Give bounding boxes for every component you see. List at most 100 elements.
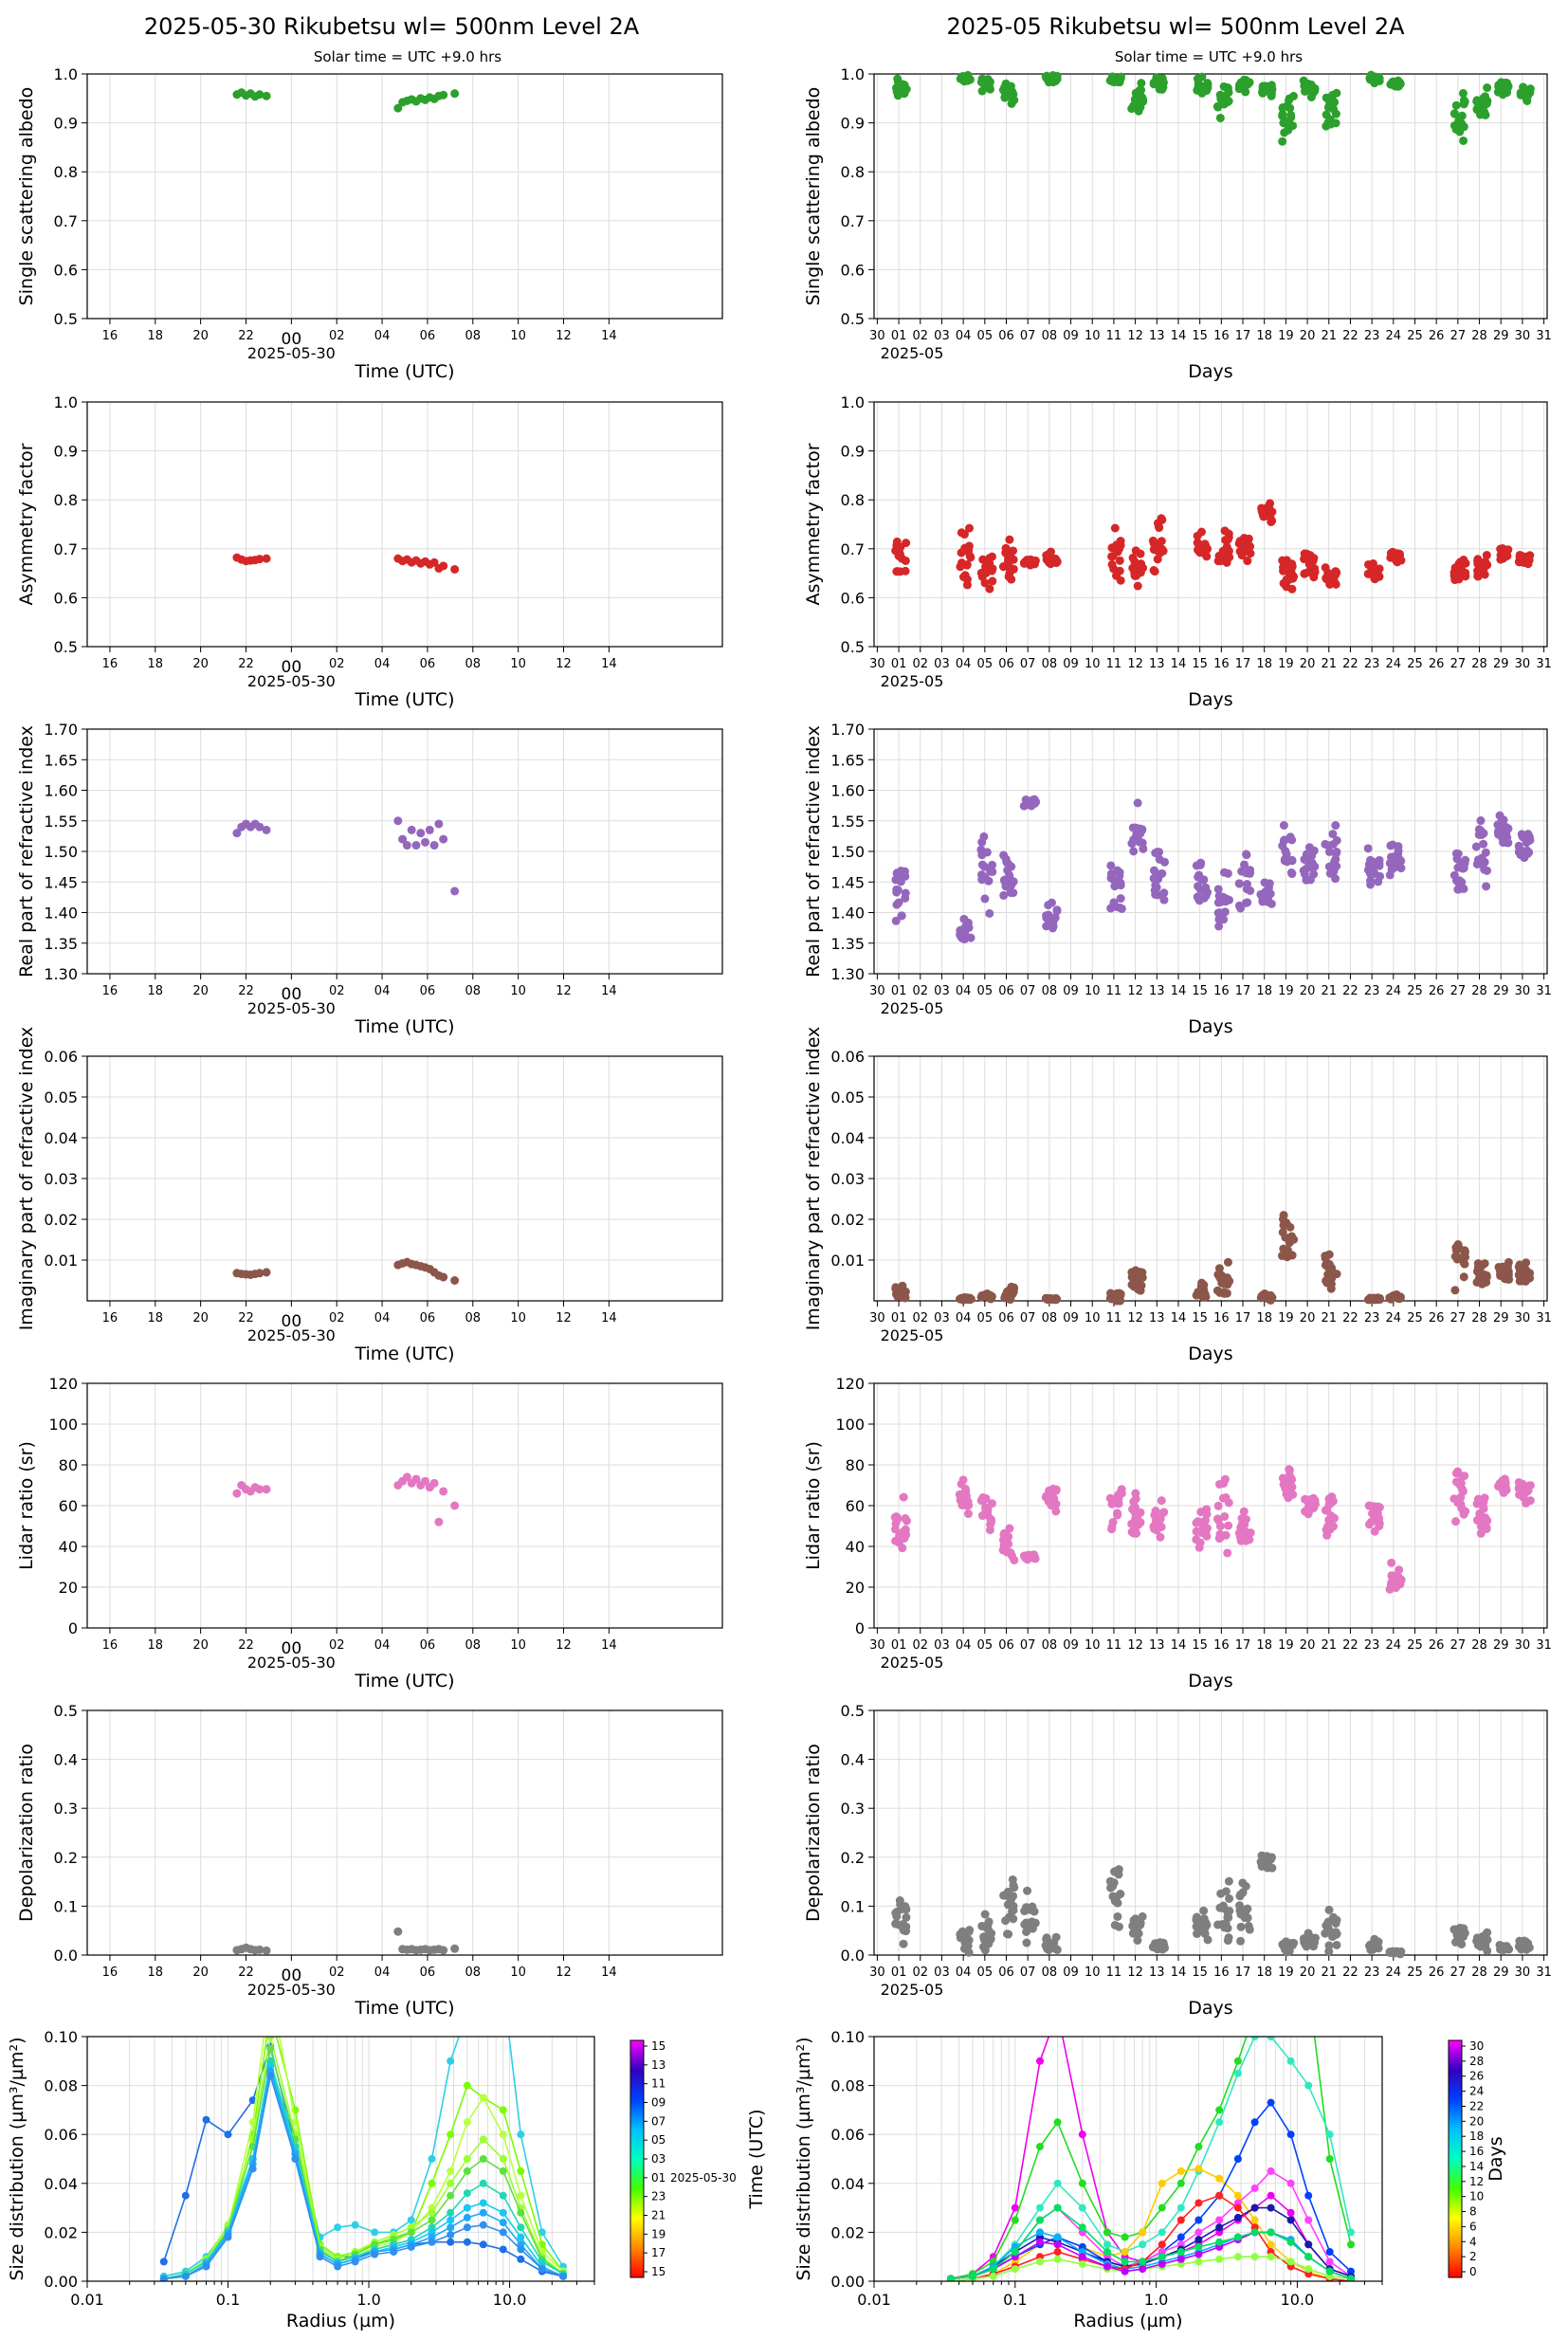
series-point: [1250, 2037, 1259, 2040]
xtick-label: 07: [1020, 1638, 1036, 1653]
xtick-label: 04: [956, 329, 972, 343]
data-point: [1480, 107, 1489, 117]
xtick-label: 16: [1213, 1311, 1230, 1325]
data-point: [1363, 569, 1373, 578]
data-point: [1282, 1487, 1291, 1496]
data-point: [1134, 1285, 1143, 1294]
y-axis-label: Depolarization ratio: [16, 1744, 37, 1922]
data-point: [1152, 1521, 1161, 1530]
x-axis-label: Days: [1188, 1671, 1232, 1691]
data-point: [1257, 1861, 1267, 1871]
data-point: [1025, 1552, 1034, 1562]
data-point: [1502, 1486, 1511, 1495]
data-point: [439, 1946, 448, 1955]
data-point: [1151, 849, 1160, 858]
xtick-label: 30: [1515, 1638, 1531, 1653]
ytick-label: 0.1: [54, 1897, 78, 1915]
data-point: [1030, 556, 1040, 565]
series-point: [1325, 2258, 1334, 2266]
right-panel-2: 1.30 1.35 1.40 1.45 1.50 1.55 1.60 1.65 1.70 30 01…: [803, 721, 1552, 1037]
xtick-label: 18: [1256, 1965, 1272, 1980]
series-point: [1194, 2250, 1203, 2258]
data-point: [1020, 1907, 1030, 1916]
data-point: [1309, 554, 1319, 563]
series-point: [447, 2208, 455, 2217]
data-point: [957, 558, 966, 568]
data-point: [1149, 545, 1158, 555]
xtick-label: 10: [510, 1311, 526, 1325]
xtick-label: 10: [1085, 1311, 1101, 1325]
xtick-label: 01: [891, 984, 907, 998]
data-point: [1304, 559, 1314, 569]
data-point: [1280, 835, 1289, 845]
data-point: [232, 829, 242, 838]
data-point: [450, 89, 460, 99]
ytick-label: 1.70: [44, 721, 78, 739]
data-point: [1213, 1920, 1223, 1929]
data-point: [1215, 1522, 1225, 1531]
series-point: [316, 2253, 324, 2261]
data-point: [1476, 816, 1486, 826]
data-point: [439, 90, 448, 100]
xtick-label: 12: [556, 1638, 572, 1653]
data-point: [1395, 1575, 1405, 1584]
data-point: [891, 875, 901, 885]
data-point: [429, 558, 439, 567]
data-point: [1321, 1929, 1330, 1938]
data-point: [901, 893, 910, 903]
ytick-label: 0.6: [54, 261, 78, 279]
data-point: [1395, 1294, 1404, 1304]
data-point: [1388, 840, 1397, 850]
ytick-label: 40: [846, 1538, 865, 1556]
data-point: [957, 528, 966, 538]
series-point: [1176, 2203, 1185, 2212]
data-point: [1223, 83, 1232, 93]
data-point: [1453, 863, 1463, 872]
data-point: [1241, 1881, 1250, 1891]
data-point: [1115, 544, 1124, 554]
series-point: [1251, 2008, 1259, 2016]
ytick-label: 0.9: [54, 115, 78, 133]
data-point: [1287, 835, 1297, 845]
series-point: [517, 2208, 525, 2217]
colorbar-tick-label: 8: [1469, 2205, 1477, 2219]
xtick-label: 17: [1235, 1311, 1251, 1325]
colorbar-tick-label: 21: [651, 2209, 665, 2222]
series-point: [499, 2191, 507, 2200]
data-point: [1331, 1928, 1340, 1937]
series-point: [1233, 2213, 1242, 2221]
xtick-label: 27: [1450, 1311, 1467, 1325]
data-point: [1110, 1920, 1120, 1929]
data-point: [1391, 1948, 1400, 1958]
ytick-label: 0.3: [54, 1800, 78, 1818]
series-point: [1346, 2240, 1355, 2249]
colorbar-tick-label: 0: [1469, 2265, 1477, 2278]
xtick-label: 27: [1450, 1965, 1467, 1980]
data-point: [1158, 546, 1168, 556]
data-point: [1245, 1925, 1254, 1934]
series-point: [517, 2130, 525, 2139]
xtick-label: 03: [934, 657, 950, 671]
series-point: [1325, 2155, 1334, 2163]
data-point: [1387, 1558, 1396, 1567]
series-point: [1304, 2240, 1313, 2249]
data-point: [1456, 1500, 1466, 1509]
data-point: [1308, 1497, 1318, 1507]
data-point: [1482, 882, 1491, 891]
colorbar-tick-label: 07: [651, 2114, 665, 2128]
data-point: [1323, 1522, 1333, 1531]
series-point: [1304, 1984, 1312, 1991]
data-point: [1193, 1929, 1202, 1939]
data-point: [434, 819, 444, 829]
left-size-distribution-panel: 0.01 0.1 1.0 10.0 0.00 0.02 0.04 0.06 0.08 0.10 Ra…: [7, 2028, 595, 2331]
data-point: [1459, 884, 1468, 893]
data-point: [1116, 894, 1125, 904]
xtick-label: 24: [1386, 657, 1402, 671]
series-point: [447, 2223, 455, 2232]
series-point: [1158, 2179, 1166, 2187]
data-point: [1453, 1467, 1463, 1476]
xtick-label: 18: [1256, 984, 1272, 998]
data-point: [1514, 1477, 1523, 1487]
data-point: [1519, 87, 1528, 97]
data-point: [1370, 79, 1379, 88]
